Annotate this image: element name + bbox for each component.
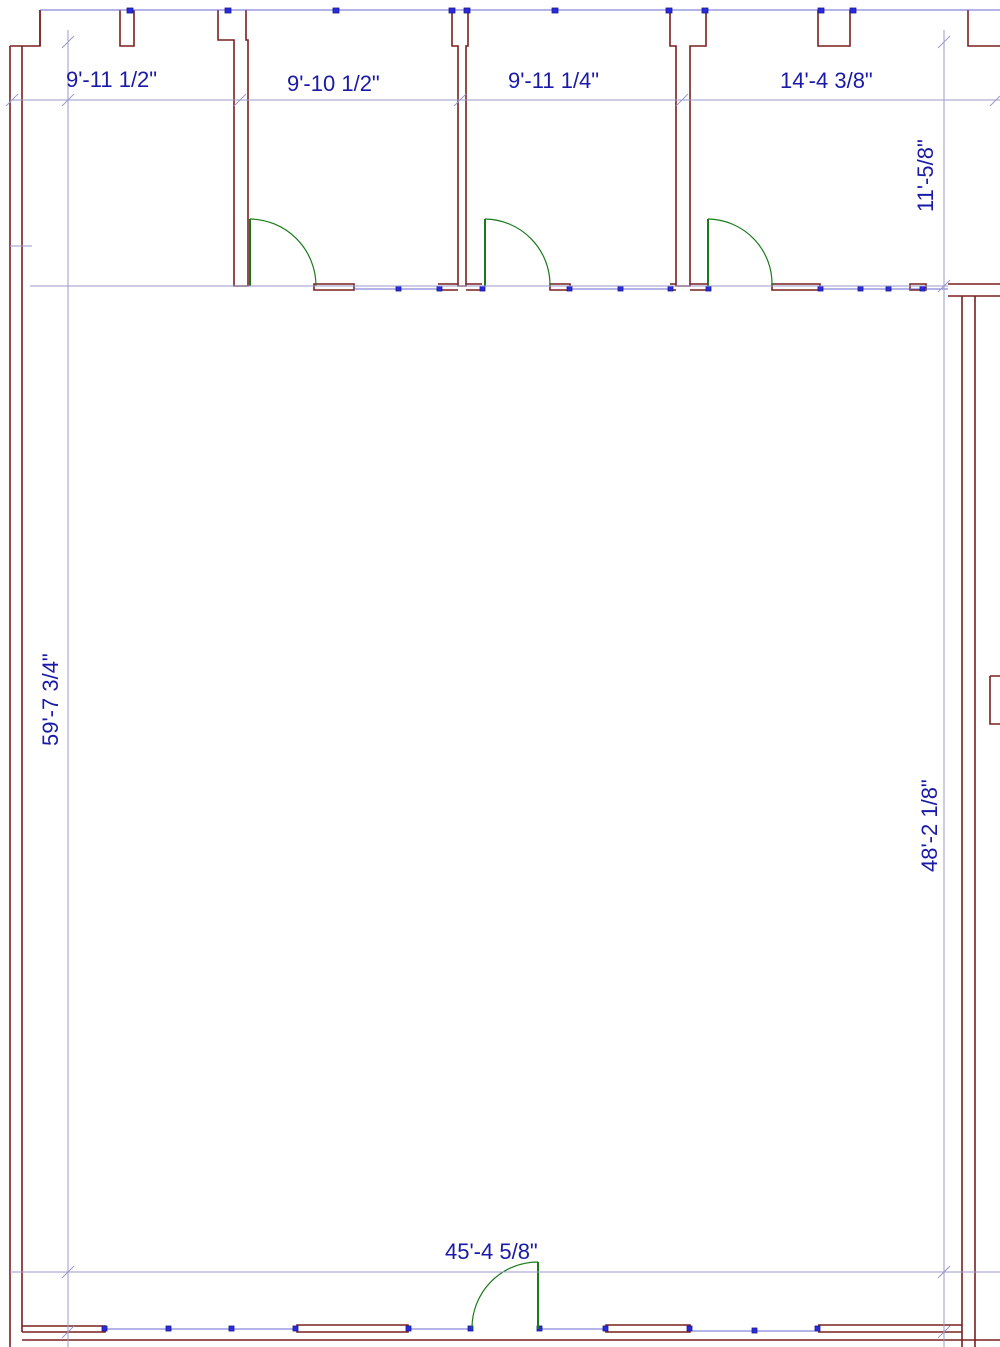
room1-width-label: 9'-11 1/2" (66, 67, 157, 92)
windows (40, 7, 1000, 1334)
dimension-labels: 9'-11 1/2" 9'-10 1/2" 9'-11 1/4" 14'-4 3… (38, 67, 942, 1264)
main-room-depth-label: 48'-2 1/8" (917, 779, 942, 872)
side-rooms-depth-label: 11'-5/8" (913, 139, 938, 212)
left-exterior-wall (9, 10, 106, 1347)
dimension-ticks (5, 35, 1000, 1339)
overall-depth-label: 59'-7 3/4" (38, 653, 63, 746)
right-wall-jamb (989, 675, 1000, 725)
room2-width-label: 9'-10 1/2" (287, 71, 380, 96)
walls (9, 10, 1000, 1347)
corridor-wall (313, 283, 1000, 1347)
room3-width-label: 9'-11 1/4" (508, 68, 599, 93)
dimension-lines (5, 30, 1000, 1347)
door-room-4 (707, 218, 773, 287)
door-main-entry (471, 1261, 539, 1330)
doors (249, 218, 773, 1330)
door-room-3 (484, 218, 551, 287)
window-markers (101, 7, 926, 1334)
room4-width-label: 14'-4 3/8" (780, 68, 873, 93)
overall-width-label: 45'-4 5/8" (445, 1239, 538, 1264)
top-exterior-wall (39, 10, 1000, 287)
door-room-2 (249, 218, 317, 287)
bottom-exterior-wall (22, 1324, 1000, 1341)
